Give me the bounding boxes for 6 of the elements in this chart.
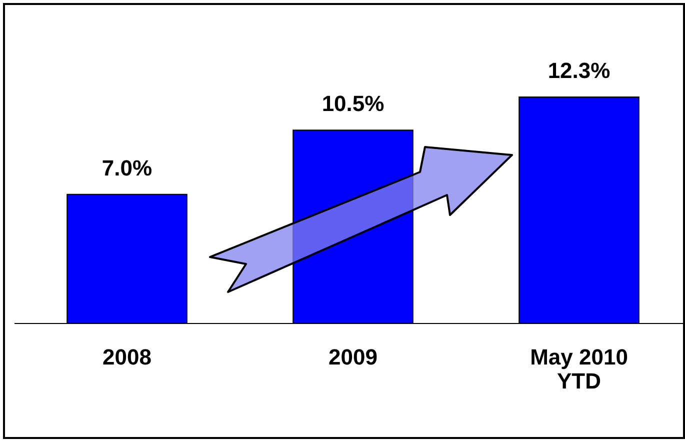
data-label: 10.5% (322, 91, 384, 116)
x-tick-label: May 2010 YTD (530, 344, 628, 394)
x-tick-label: 2009 (328, 344, 378, 370)
data-label: 12.3% (548, 58, 610, 83)
x-tick-label: 2008 (102, 344, 152, 370)
data-label: 7.0% (102, 155, 152, 180)
